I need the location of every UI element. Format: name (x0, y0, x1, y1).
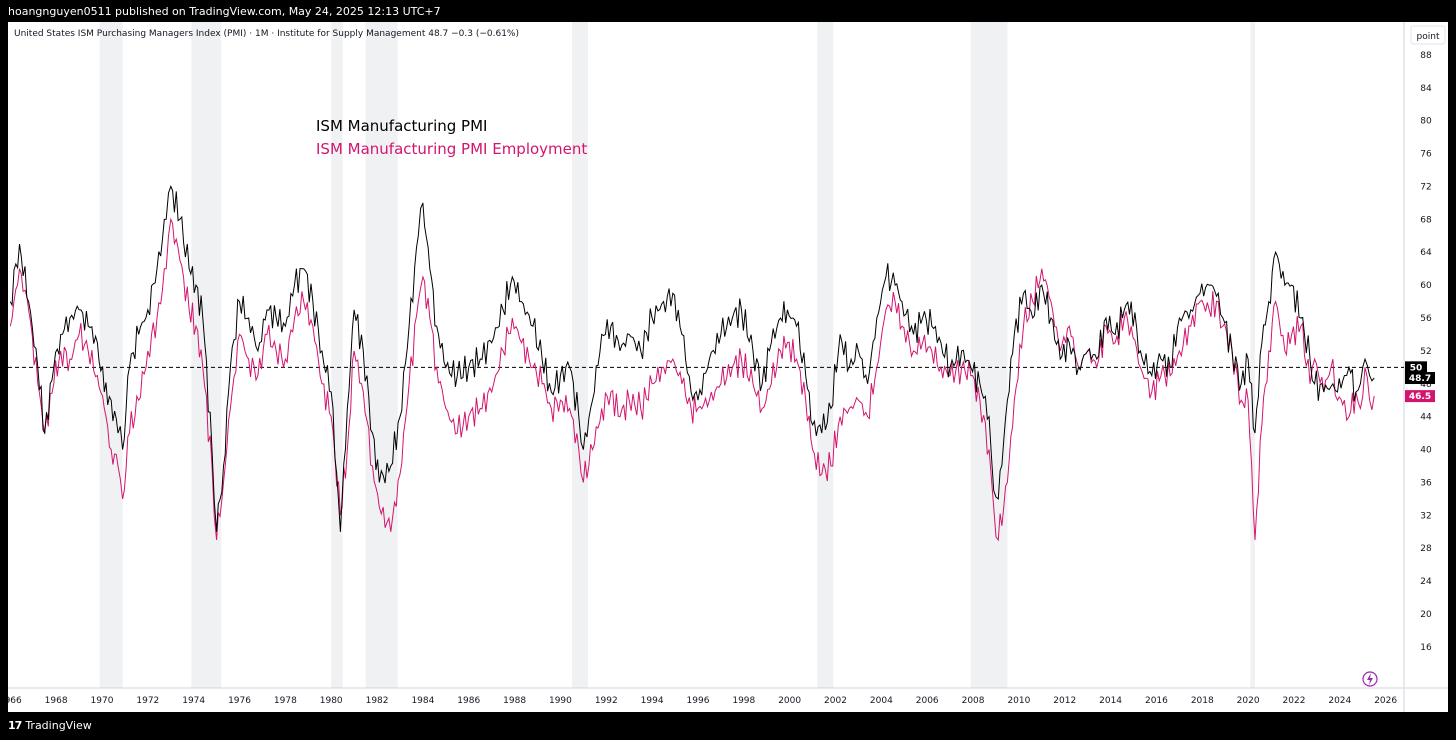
recession-band-0 (99, 22, 123, 688)
x-tick-label: 2006 (916, 696, 939, 706)
y-tick-label: 88 (1420, 51, 1432, 61)
last-value-label-employment: 46.5 (1409, 392, 1431, 402)
x-tick-label: 1990 (549, 696, 572, 706)
x-tick-label: 1980 (320, 696, 343, 706)
recession-bands (99, 22, 1256, 688)
x-tick-label: 2016 (1145, 696, 1168, 706)
ref-value-label: 50 (1410, 363, 1423, 373)
footer-brand[interactable]: 17 TradingView (8, 718, 92, 734)
y-tick-label: 64 (1420, 248, 1432, 258)
y-axis: 16 20 24 28 32 36 40 44 48 52 56 60 64 68 72 76 80 84 88 (1420, 51, 1432, 653)
ref-value-badge (1405, 361, 1427, 374)
x-tick-label: 2020 (1237, 696, 1260, 706)
x-tick-label: 1982 (366, 696, 389, 706)
y-tick-label: 72 (1420, 182, 1431, 192)
scale-mode-label: point (1417, 32, 1440, 42)
x-tick-label: 1978 (274, 696, 297, 706)
x-tick-label: 2024 (1328, 696, 1351, 706)
recession-band-2 (331, 22, 343, 688)
x-tick-label: 2014 (1099, 696, 1122, 706)
x-tick-label: 2000 (778, 696, 801, 706)
y-tick-label: 40 (1420, 446, 1432, 456)
x-tick-label: 1986 (457, 696, 480, 706)
x-tick-label: 2004 (870, 696, 893, 706)
y-tick-label: 20 (1420, 610, 1432, 620)
recession-band-5 (817, 22, 834, 688)
x-tick-label: 1974 (182, 696, 205, 706)
y-tick-label: 52 (1420, 347, 1431, 357)
x-axis: 1966 1968 1970 1972 1974 1976 1978 1980 1982 1984… (0, 696, 1397, 706)
legend-series-pmi: ISM Manufacturing PMI (316, 117, 487, 135)
tradingview-logo-icon: 17 (8, 719, 22, 732)
recession-band-3 (365, 22, 398, 688)
x-tick-label: 1994 (641, 696, 664, 706)
y-tick-label: 60 (1420, 281, 1432, 291)
y-tick-label: 36 (1420, 478, 1432, 488)
y-tick-label: 44 (1420, 413, 1432, 423)
series-employment-line[interactable] (9, 217, 1375, 542)
x-tick-label: 1972 (136, 696, 159, 706)
last-value-badge-pmi (1405, 372, 1435, 385)
x-tick-label: 2022 (1283, 696, 1306, 706)
y-tick-label: 84 (1420, 84, 1432, 94)
y-tick-label: 48 (1420, 380, 1432, 390)
legend-title: United States ISM Purchasing Managers In… (14, 29, 519, 39)
recession-band-4 (571, 22, 588, 688)
x-tick-label: 1992 (595, 696, 618, 706)
y-tick-label: 24 (1420, 577, 1432, 587)
x-tick-label: 1988 (503, 696, 526, 706)
scale-mode-button[interactable] (1410, 25, 1446, 45)
x-tick-label: 2010 (1007, 696, 1030, 706)
y-tick-label: 28 (1420, 544, 1432, 554)
y-tick-label: 68 (1420, 215, 1432, 225)
published-header: hoangnguyen0511 published on TradingView… (8, 5, 441, 18)
x-tick-label: 2012 (1053, 696, 1076, 706)
x-tick-label: 1968 (45, 696, 68, 706)
x-tick-label: 2018 (1191, 696, 1214, 706)
x-tick-label: 2002 (824, 696, 847, 706)
x-tick-label: 2026 (1374, 696, 1397, 706)
x-tick-label: 1996 (687, 696, 710, 706)
recession-band-7 (1250, 22, 1256, 688)
x-tick-label: 1984 (411, 696, 434, 706)
y-tick-label: 80 (1420, 117, 1432, 127)
x-tick-label: 1976 (228, 696, 251, 706)
legend-series-employment: ISM Manufacturing PMI Employment (316, 140, 587, 158)
y-tick-label: 76 (1420, 150, 1432, 160)
y-tick-label: 32 (1420, 511, 1431, 521)
x-tick-label: 2008 (962, 696, 985, 706)
recession-band-6 (970, 22, 1008, 688)
flash-icon[interactable] (1362, 671, 1378, 687)
last-value-badge-employment (1405, 390, 1435, 403)
series-pmi-line[interactable] (9, 185, 1375, 532)
footer-brand-label: TradingView (25, 719, 92, 732)
x-tick-label: 1998 (732, 696, 755, 706)
last-value-label-pmi: 48.7 (1409, 374, 1431, 384)
y-tick-label: 16 (1420, 643, 1432, 653)
x-tick-label: 1970 (91, 696, 114, 706)
x-tick-label: 1966 (8, 696, 22, 706)
y-tick-label: 56 (1420, 314, 1432, 324)
